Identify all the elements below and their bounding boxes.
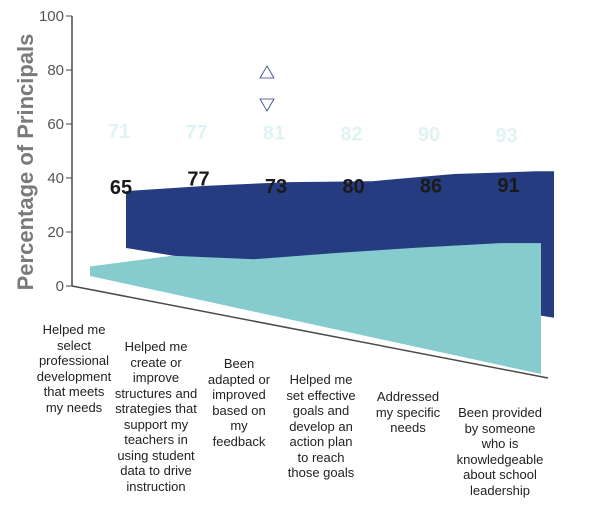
y-tick-label-5: 100 (39, 8, 64, 25)
y-tick-label-2: 40 (47, 170, 64, 187)
y-tick-label-4: 80 (47, 62, 64, 79)
back-series-label-0: 71 (108, 121, 130, 143)
x-axis-line (71, 285, 549, 379)
back-series-label-2: 81 (263, 123, 285, 145)
front-series-label-3: 80 (342, 176, 364, 198)
front-series-label-2: 73 (265, 176, 287, 198)
gap-arrow-head-up (259, 65, 275, 79)
front-series-label-4: 86 (420, 175, 442, 197)
back-series-label-1: 77 (185, 122, 207, 144)
y-axis-label: Percentage of Principals (13, 34, 38, 291)
category-label-4: Addressed my specific needs (375, 389, 441, 435)
category-label-3: Helped me set effective goals and develo… (286, 372, 356, 480)
front-series-area (90, 243, 541, 375)
front-series-label-5: 91 (497, 175, 519, 197)
back-series-label-5: 93 (495, 125, 517, 147)
gap-arrow-icon (259, 65, 275, 112)
back-series-label-4: 90 (418, 124, 440, 146)
category-label-0: Helped me select professional developmen… (36, 322, 112, 415)
front-series-label-0: 65 (110, 177, 132, 199)
back-series-label-3: 82 (340, 123, 362, 145)
data-label-group: 71 65 77 77 81 73 82 80 90 86 93 91 (108, 121, 520, 199)
category-label-1: Helped me create or improve structures a… (114, 339, 198, 494)
y-tick-label-3: 60 (47, 116, 64, 133)
category-label-2: Been adapted or improved based on my fee… (207, 356, 271, 449)
y-tick-group: 0 20 40 60 80 100 (39, 8, 72, 295)
y-tick-label-1: 20 (47, 224, 64, 241)
gap-arrow-head-down (259, 98, 275, 112)
y-tick-label-0: 0 (56, 278, 64, 295)
category-label-5: Been provided by someone who is knowledg… (456, 405, 544, 498)
front-series-label-1: 77 (187, 169, 209, 191)
